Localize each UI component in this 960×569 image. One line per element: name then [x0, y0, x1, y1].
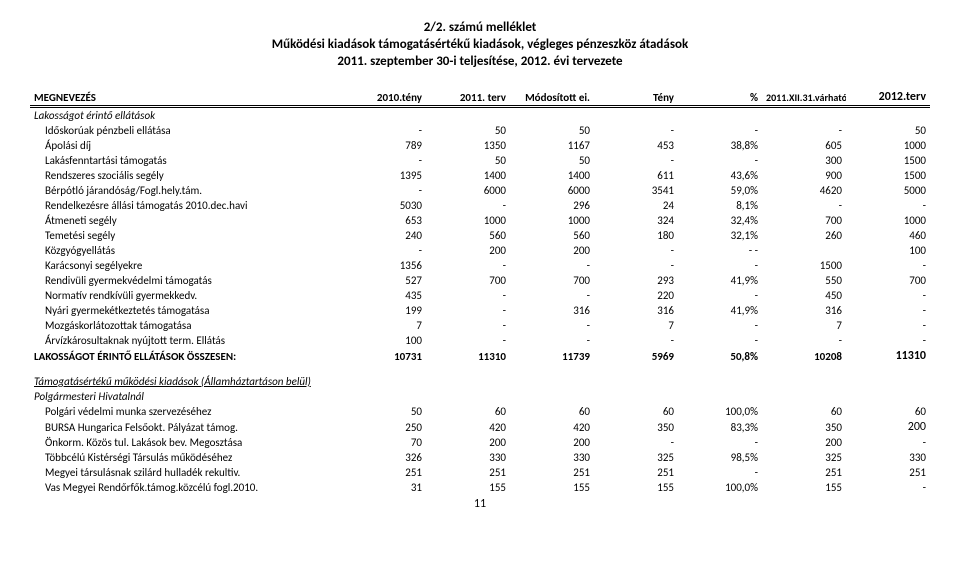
- table-row: Rendivüli gyermekvédelmi támogatás527700…: [30, 273, 930, 288]
- row-label: BURSA Hungarica Felsőokt. Pályázat támog…: [30, 419, 342, 435]
- row-label: Rendszeres szociális segély: [30, 168, 342, 183]
- total-row: LAKOSSÁGOT ÉRINTŐ ELLÁTÁSOK ÖSSZESEN: 10…: [30, 348, 930, 364]
- table-row: Mozgáskorlátozottak támogatása7--7-7-: [30, 318, 930, 333]
- row-label: Közgyógyellátás: [30, 243, 342, 258]
- table-row: Ápolási díj7891350116745338,8%6051000: [30, 138, 930, 153]
- total-label: LAKOSSÁGOT ÉRINTŐ ELLÁTÁSOK ÖSSZESEN:: [30, 348, 342, 364]
- header-line1: 2/2. számú melléklet: [30, 20, 930, 37]
- col-teny: Tény: [594, 89, 678, 107]
- col-2012terv: 2012.terv: [846, 89, 930, 107]
- col-2010teny: 2010.tény: [342, 89, 426, 107]
- section2-title: Támogatásértékű működési kiadások (Állam…: [30, 374, 930, 389]
- col-2011terv: 2011. terv: [426, 89, 510, 107]
- row-label: Mozgáskorlátozottak támogatása: [30, 318, 342, 333]
- row-label: Átmeneti segély: [30, 213, 342, 228]
- table-row: BURSA Hungarica Felsőokt. Pályázat támog…: [30, 419, 930, 435]
- row-label: Vas Megyei Rendőrfők.támog.közcélú fogl.…: [30, 480, 342, 495]
- row-label: Rendelkezésre állási támogatás 2010.dec.…: [30, 198, 342, 213]
- row-label: Karácsonyi segélyekre: [30, 258, 342, 273]
- row-label: Bérpótló járandóság/Fogl.hely.tám.: [30, 183, 342, 198]
- table-row: Időskorúak pénzbeli ellátása-5050---50: [30, 123, 930, 138]
- row-label: Többcélú Kistérségi Társulás működéséhez: [30, 450, 342, 465]
- row-label: Lakásfenntartási támogatás: [30, 153, 342, 168]
- table-row: Normatív rendkívüli gyermekkedv.435--220…: [30, 288, 930, 303]
- row-label: Időskorúak pénzbeli ellátása: [30, 123, 342, 138]
- table-row: Önkorm. Közös tul. Lakások bev. Megosztá…: [30, 435, 930, 450]
- table-row: Bérpótló járandóság/Fogl.hely.tám.-60006…: [30, 183, 930, 198]
- table-row: Karácsonyi segélyekre1356----1500-: [30, 258, 930, 273]
- table-row: Rendelkezésre állási támogatás 2010.dec.…: [30, 198, 930, 213]
- header-line2: Működési kiadások támogatásértékű kiadás…: [30, 37, 930, 54]
- table-row: Nyári gyermekétkeztetés támogatása199-31…: [30, 303, 930, 318]
- header-line3: 2011. szeptember 30-i teljesítése, 2012.…: [30, 54, 930, 71]
- table-row: Temetési segély24056056018032,1%260460: [30, 228, 930, 243]
- row-label: Ápolási díj: [30, 138, 342, 153]
- col-modositott: Módosított ei.: [510, 89, 594, 107]
- section2-sub: Polgármesteri Hivatalnál: [30, 389, 930, 404]
- row-label: Polgári védelmi munka szervezéséhez: [30, 404, 342, 419]
- page-number: 11: [30, 497, 930, 511]
- row-label: Normatív rendkívüli gyermekkedv.: [30, 288, 342, 303]
- table-row: Többcélú Kistérségi Társulás működéséhez…: [30, 450, 930, 465]
- table-row: Rendszeres szociális segély1395140014006…: [30, 168, 930, 183]
- table-row: Átmeneti segély6531000100032432,4%700100…: [30, 213, 930, 228]
- section1-title: Lakosságot érintő ellátások: [30, 106, 930, 123]
- row-label: Megyei társulásnak szilárd hulladék reku…: [30, 465, 342, 480]
- table-row: Megyei társulásnak szilárd hulladék reku…: [30, 465, 930, 480]
- row-label: Önkorm. Közös tul. Lakások bev. Megosztá…: [30, 435, 342, 450]
- row-label: Nyári gyermekétkeztetés támogatása: [30, 303, 342, 318]
- table-row: Vas Megyei Rendőrfők.támog.közcélú fogl.…: [30, 480, 930, 495]
- col-percent: %: [678, 89, 762, 107]
- table-row: Polgári védelmi munka szervezéséhez50606…: [30, 404, 930, 419]
- table-row: Közgyógyellátás-200200-- -100: [30, 243, 930, 258]
- row-label: Rendivüli gyermekvédelmi támogatás: [30, 273, 342, 288]
- main-table: MEGNEVEZÉS 2010.tény 2011. terv Módosíto…: [30, 89, 930, 495]
- col-varhato: 2011.XII.31.várható: [762, 89, 846, 107]
- table-row: Lakásfenntartási támogatás-5050--3001500: [30, 153, 930, 168]
- row-label: Temetési segély: [30, 228, 342, 243]
- col-megnevezes: MEGNEVEZÉS: [30, 89, 342, 107]
- table-row: Árvízkárosultaknak nyújtott term. Ellátá…: [30, 333, 930, 348]
- row-label: Árvízkárosultaknak nyújtott term. Ellátá…: [30, 333, 342, 348]
